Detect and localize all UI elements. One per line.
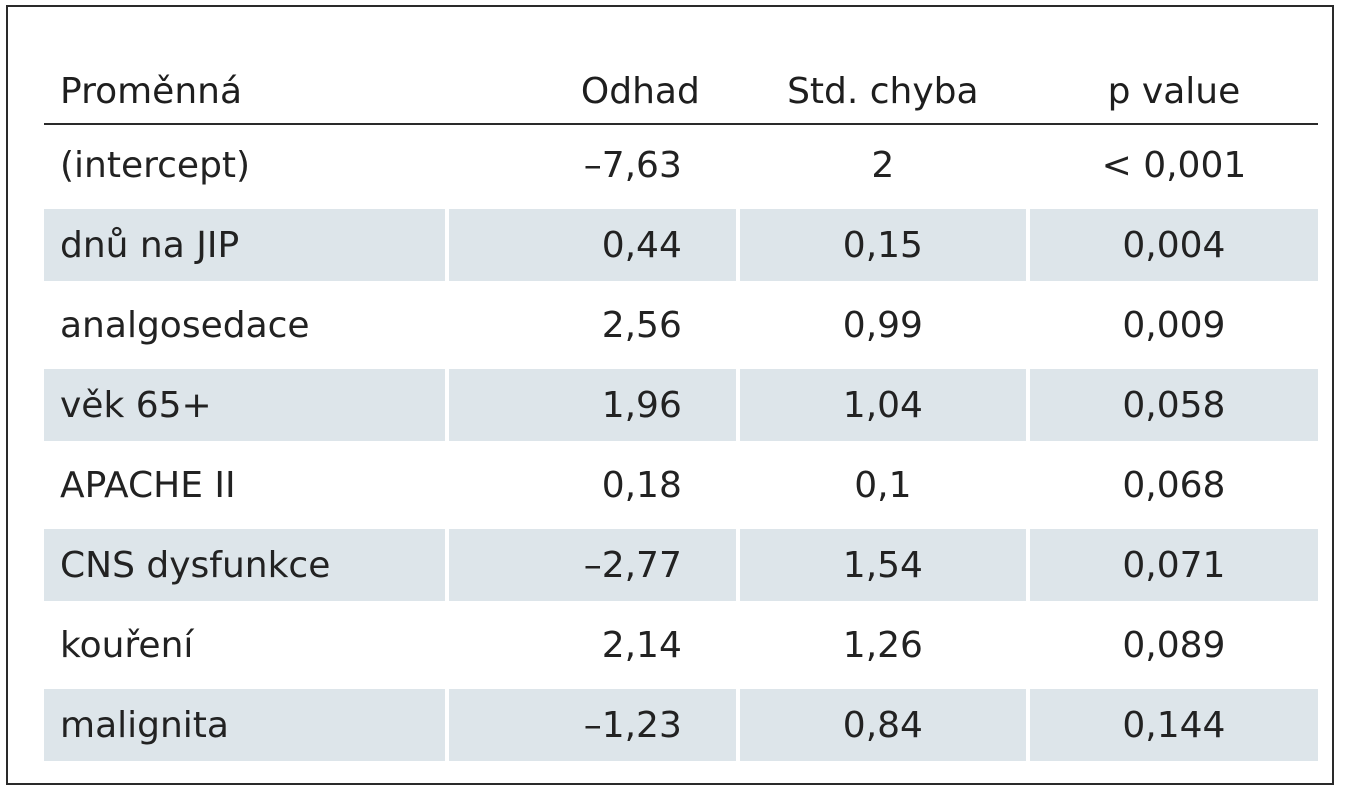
cell-std-error: 0,15 <box>739 209 1026 281</box>
cell-estimate: –1,23 <box>449 689 736 761</box>
header-p-value: p value <box>1107 71 1241 112</box>
cell-variable: dnů na JIP <box>44 209 446 281</box>
cell-std-error: 1,26 <box>842 624 923 666</box>
cell-estimate: –2,77 <box>449 529 736 601</box>
cell-estimate: 1,96 <box>449 369 736 441</box>
cell-estimate: –7,63 <box>583 144 682 186</box>
cell-estimate: 2,14 <box>601 624 682 666</box>
table-row: malignita –1,23 0,84 0,144 <box>44 685 1318 765</box>
cell-p-value: 0,004 <box>1029 209 1318 281</box>
regression-table: Proměnná Odhad Std. chyba p value (inter… <box>44 69 1318 765</box>
cell-variable: kouření <box>60 624 194 666</box>
cell-std-error: 1,04 <box>739 369 1026 441</box>
cell-p-value: 0,009 <box>1122 304 1226 346</box>
cell-p-value: 0,144 <box>1029 689 1318 761</box>
cell-variable: věk 65+ <box>44 369 446 441</box>
table-row: analgosedace 2,56 0,99 0,009 <box>44 285 1318 365</box>
cell-std-error: 0,99 <box>842 304 923 346</box>
cell-variable: APACHE II <box>60 464 236 506</box>
table-row: věk 65+ 1,96 1,04 0,058 <box>44 365 1318 445</box>
cell-std-error: 2 <box>871 144 895 186</box>
header-variable: Proměnná <box>60 71 243 112</box>
table-row: APACHE II 0,18 0,1 0,068 <box>44 445 1318 525</box>
header-estimate: Odhad <box>580 71 700 112</box>
cell-estimate: 0,18 <box>601 464 682 506</box>
table-frame: Proměnná Odhad Std. chyba p value (inter… <box>6 5 1334 785</box>
cell-p-value: 0,058 <box>1029 369 1318 441</box>
cell-std-error: 0,1 <box>854 464 912 506</box>
cell-variable: analgosedace <box>60 304 310 346</box>
cell-estimate: 2,56 <box>601 304 682 346</box>
cell-variable: malignita <box>44 689 446 761</box>
cell-std-error: 0,84 <box>739 689 1026 761</box>
cell-p-value: < 0,001 <box>1101 144 1247 186</box>
table-row: kouření 2,14 1,26 0,089 <box>44 605 1318 685</box>
cell-estimate: 0,44 <box>449 209 736 281</box>
table-row: CNS dysfunkce –2,77 1,54 0,071 <box>44 525 1318 605</box>
cell-std-error: 1,54 <box>739 529 1026 601</box>
cell-p-value: 0,071 <box>1029 529 1318 601</box>
cell-p-value: 0,089 <box>1122 624 1226 666</box>
cell-p-value: 0,068 <box>1122 464 1226 506</box>
header-std-error: Std. chyba <box>787 71 979 112</box>
cell-variable: CNS dysfunkce <box>44 529 446 601</box>
table-header-row: Proměnná Odhad Std. chyba p value <box>44 69 1318 125</box>
table-row: (intercept) –7,63 2 < 0,001 <box>44 125 1318 205</box>
cell-variable: (intercept) <box>60 144 251 186</box>
table-row: dnů na JIP 0,44 0,15 0,004 <box>44 205 1318 285</box>
